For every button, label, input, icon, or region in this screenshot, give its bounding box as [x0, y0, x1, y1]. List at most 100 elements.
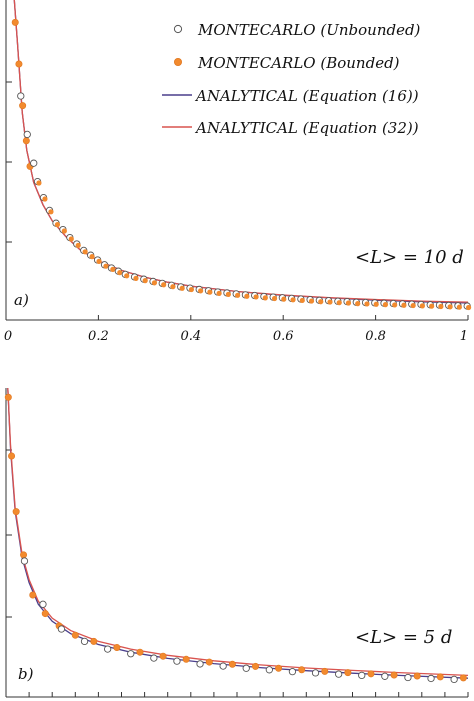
data-point-bounded — [367, 670, 375, 678]
legend-label-eq16: ANALYTICAL (Equation (16)) — [194, 87, 419, 105]
legend-open-circle-marker — [173, 24, 183, 34]
panel-a: 0 0.2 0.4 0.6 0.8 1 a) <L> = 10 d MONTECARLO … — [4, 0, 472, 344]
data-point-bounded — [205, 658, 213, 666]
data-point-merged — [334, 297, 342, 306]
data-point-bounded — [113, 644, 121, 652]
data-point-merged — [380, 299, 389, 308]
data-point-merged — [445, 301, 453, 310]
data-point-merged — [343, 297, 352, 306]
data-point-merged — [454, 302, 462, 310]
data-point-bounded — [275, 664, 283, 672]
panel-b-annotation: <L> = 5 d — [355, 627, 452, 648]
legend-label-unbounded: MONTECARLO (Unbounded) — [197, 21, 421, 39]
data-point-merged — [408, 300, 416, 309]
x-tick-label: 0.8 — [365, 329, 386, 344]
data-point-unbounded — [20, 557, 29, 565]
data-point-bounded — [159, 652, 167, 660]
data-point-merged — [87, 251, 95, 260]
data-point-bounded — [136, 648, 144, 656]
data-point-unbounded — [57, 625, 66, 633]
data-point-merged — [426, 301, 435, 309]
legend-entry-unbounded: MONTECARLO (Unbounded) — [173, 21, 421, 39]
panel-b-label: b) — [18, 665, 34, 683]
data-point-bounded — [12, 508, 20, 516]
data-point-merged — [195, 285, 204, 294]
data-point-bounded — [436, 673, 444, 681]
data-point-bounded — [298, 666, 306, 674]
legend-entry-bounded: MONTECARLO (Bounded) — [173, 54, 400, 72]
data-point-merged — [269, 293, 278, 302]
data-point-merged — [352, 298, 361, 307]
data-point-merged — [52, 219, 61, 228]
data-point-merged — [241, 291, 250, 299]
legend-label-bounded: MONTECARLO (Bounded) — [197, 54, 400, 72]
data-point-merged — [45, 206, 54, 215]
data-point-merged — [114, 267, 123, 276]
data-point-bounded — [4, 393, 12, 401]
data-point-bounded — [182, 655, 190, 663]
panel-a-label: a) — [14, 291, 29, 309]
data-point-merged — [33, 177, 42, 186]
data-point-merged — [463, 302, 472, 311]
data-point-bounded — [22, 137, 30, 145]
data-point-merged — [398, 300, 407, 308]
data-point-merged — [39, 193, 48, 202]
data-point-unbounded — [17, 92, 25, 100]
panel-a-y-ticks — [6, 81, 12, 243]
data-point-bounded — [90, 637, 98, 645]
legend-entry-eq16: ANALYTICAL (Equation (16)) — [162, 87, 419, 105]
data-point-unbounded — [80, 637, 89, 646]
data-point-merged — [214, 288, 222, 296]
data-point-merged — [186, 284, 194, 293]
panel-b-y-ticks — [6, 449, 12, 618]
panel-b-points — [4, 393, 467, 684]
data-point-merged — [435, 301, 444, 310]
data-point-unbounded — [39, 600, 47, 608]
data-point-unbounded — [150, 654, 158, 662]
data-point-bounded — [11, 18, 19, 26]
data-point-merged — [140, 275, 148, 284]
data-point-merged — [149, 277, 158, 286]
data-point-merged — [278, 294, 287, 302]
panel-a-x-ticks: 0 0.2 0.4 0.6 0.8 1 — [4, 315, 469, 344]
data-point-bounded — [20, 551, 28, 559]
data-point-bounded — [321, 667, 329, 675]
data-point-merged — [177, 283, 185, 291]
panel-a-points — [11, 18, 472, 311]
data-point-unbounded — [381, 672, 389, 680]
data-point-merged — [287, 294, 296, 303]
data-point-merged — [93, 256, 102, 264]
legend-filled-circle-marker — [173, 58, 182, 67]
data-point-merged — [324, 296, 333, 305]
data-point-unbounded — [242, 664, 250, 672]
data-point-merged — [59, 225, 67, 234]
x-tick-label: 0.4 — [180, 329, 201, 344]
legend-label-eq32: ANALYTICAL (Equation (32)) — [194, 119, 419, 137]
data-point-merged — [251, 291, 259, 300]
data-point-unbounded — [103, 645, 112, 653]
data-point-merged — [100, 261, 109, 269]
data-point-bounded — [390, 671, 398, 679]
series-line-eq32 — [7, 387, 469, 677]
data-point-merged — [315, 296, 324, 305]
data-point-merged — [204, 287, 213, 295]
data-point-unbounded — [404, 673, 412, 682]
data-point-bounded — [29, 591, 37, 599]
data-point-merged — [66, 233, 74, 242]
data-point-bounded — [71, 631, 79, 639]
data-point-unbounded — [450, 675, 458, 684]
data-point-merged — [158, 279, 167, 288]
data-point-bounded — [344, 669, 352, 677]
data-point-merged — [223, 289, 231, 297]
data-point-bounded — [459, 674, 467, 682]
data-point-merged — [107, 264, 116, 272]
data-point-merged — [361, 298, 370, 307]
data-point-unbounded — [334, 670, 343, 678]
panel-b-x-ticks — [5, 692, 469, 697]
data-point-bounded — [228, 660, 236, 668]
legend: MONTECARLO (Unbounded) MONTECARLO (Bound… — [162, 21, 421, 137]
data-point-unbounded — [288, 668, 297, 676]
data-point-bounded — [251, 662, 259, 670]
data-point-bounded — [15, 60, 23, 68]
data-point-unbounded — [311, 669, 320, 677]
